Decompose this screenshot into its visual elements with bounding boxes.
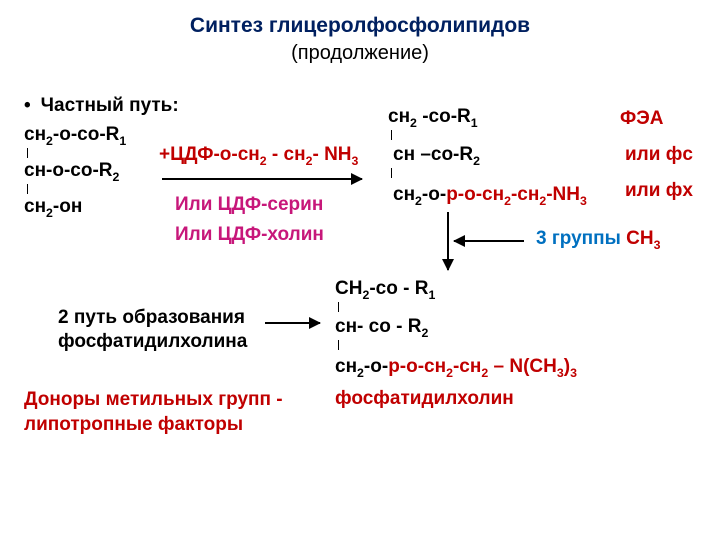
reagent-cdp-serine: Или ЦДФ-серин: [175, 194, 323, 216]
label-or-fs: или фс: [625, 144, 693, 166]
left-mol-bond1: [27, 148, 28, 158]
label-3-groups-ch3: 3 группы СН3: [536, 228, 660, 252]
arrow-path2: [265, 322, 320, 324]
bottom-mol-bond2: [338, 340, 339, 350]
left-mol-line3: сн2-он: [24, 196, 82, 220]
right-mol-line3: сн2-о-р-о-сн2-сн2-NН3: [393, 184, 587, 208]
page-subtitle: (продолжение): [0, 38, 720, 65]
page-title: Синтез глицеролфосфолипидов: [0, 0, 720, 38]
label-or-fh: или фх: [625, 180, 693, 202]
arrow-down: [447, 212, 449, 270]
right-mol-line1: сн2 -со-R1: [388, 106, 478, 130]
path2-label: 2 путь образованияфосфатидилхолина: [58, 306, 247, 354]
reagent-cdp-ethanolamine: +ЦДФ-о-сн2 - сн2- NН3: [159, 144, 358, 168]
left-mol-bond2: [27, 184, 28, 194]
bullet-private-path: •Частный путь:: [24, 95, 179, 117]
left-mol-line1: сн2-о-со-R1: [24, 124, 126, 148]
bottom-mol-line1: СН2-со - R1: [335, 278, 435, 302]
right-mol-line2: сн –со-R2: [393, 144, 480, 168]
bottom-mol-bond1: [338, 302, 339, 312]
right-mol-bond1: [391, 130, 392, 140]
arrow-methyl-in: [454, 240, 524, 242]
arrow-reaction-1: [162, 178, 362, 180]
right-mol-bond2: [391, 168, 392, 178]
reagent-cdp-choline: Или ЦДФ-холин: [175, 224, 324, 246]
label-fea: ФЭА: [620, 108, 663, 130]
bottom-mol-line2: сн- со - R2: [335, 316, 428, 340]
bottom-mol-line3: сн2-о-р-о-сн2-сн2 – N(СН3)3: [335, 356, 577, 380]
left-mol-line2: сн-о-со-R2: [24, 160, 119, 184]
product-name: фосфатидилхолин: [335, 388, 514, 410]
donors-label: Доноры метильных групп -липотропные факт…: [24, 388, 283, 437]
